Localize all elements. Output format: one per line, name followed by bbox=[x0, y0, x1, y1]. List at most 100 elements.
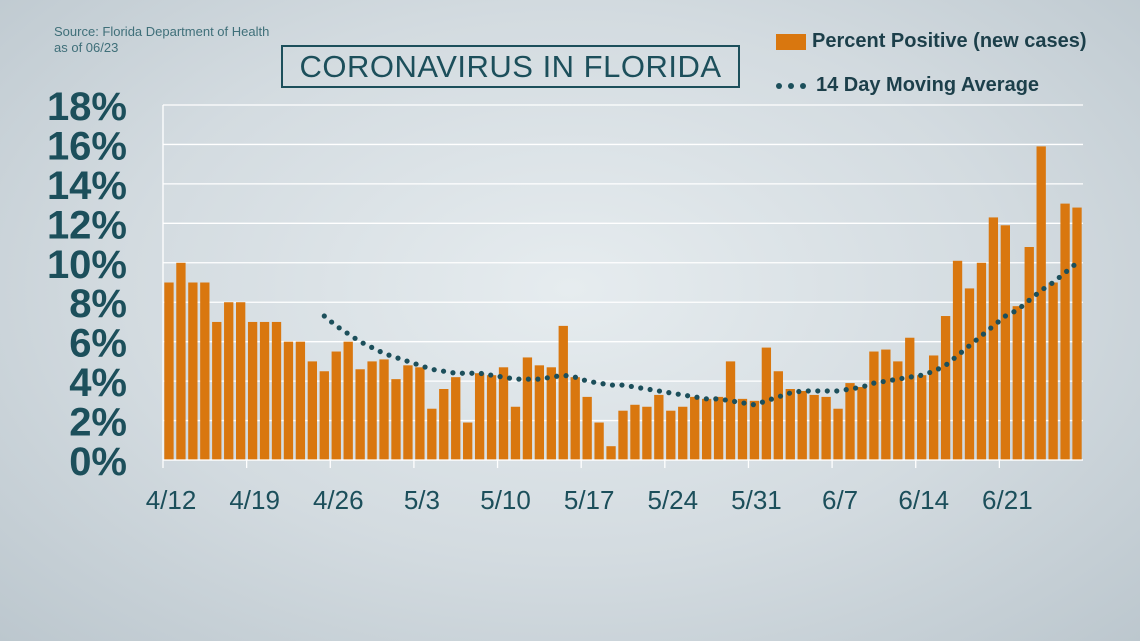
moving-average-dot bbox=[431, 367, 437, 373]
x-tick-label: 5/31 bbox=[731, 485, 782, 515]
source-line: Source: Florida Department of Health bbox=[54, 24, 270, 39]
data-bar bbox=[701, 398, 712, 460]
x-tick-label: 5/10 bbox=[480, 485, 531, 515]
moving-average-dot bbox=[478, 370, 484, 377]
data-bar bbox=[630, 404, 640, 460]
data-bar bbox=[725, 361, 736, 460]
moving-average-dot bbox=[619, 382, 625, 388]
moving-average-dot bbox=[927, 369, 933, 376]
legend-bars-label: Percent Positive (new cases) bbox=[812, 30, 1087, 52]
x-tick-label: 5/17 bbox=[564, 485, 615, 515]
data-bar bbox=[976, 262, 987, 460]
x-tick-label: 6/21 bbox=[982, 485, 1033, 515]
moving-average-dot bbox=[777, 393, 784, 399]
data-bar bbox=[952, 260, 963, 460]
moving-average-dot bbox=[572, 374, 579, 380]
data-bar bbox=[917, 375, 927, 460]
data-bar bbox=[821, 396, 831, 460]
moving-average-dot bbox=[966, 343, 972, 349]
y-tick-label: 18% bbox=[47, 85, 127, 129]
data-bar bbox=[427, 408, 437, 460]
moving-average-dot bbox=[344, 330, 350, 336]
data-bar bbox=[271, 321, 282, 460]
moving-average-dot bbox=[995, 319, 1001, 325]
data-bar bbox=[403, 365, 413, 460]
data-bar bbox=[367, 361, 377, 460]
data-bar bbox=[439, 389, 449, 460]
data-bar bbox=[498, 367, 509, 460]
moving-average-dot bbox=[554, 373, 560, 379]
x-tick-label: 4/19 bbox=[229, 485, 280, 515]
data-bar bbox=[940, 316, 951, 460]
data-bar bbox=[654, 394, 664, 460]
y-tick-label: 4% bbox=[69, 361, 127, 405]
data-bar bbox=[797, 390, 807, 460]
moving-average-dot bbox=[796, 388, 802, 395]
as-of-date: as of 06/23 bbox=[54, 40, 119, 55]
y-tick-label: 2% bbox=[69, 401, 127, 445]
moving-average-dot bbox=[889, 377, 896, 383]
moving-average-dot bbox=[352, 335, 358, 341]
x-tick-label: 5/24 bbox=[648, 485, 699, 515]
moving-average-dot bbox=[815, 388, 821, 394]
data-bar bbox=[713, 396, 724, 460]
data-bar bbox=[319, 371, 329, 460]
data-bar bbox=[666, 410, 676, 460]
data-bar bbox=[486, 375, 497, 460]
moving-average-dot bbox=[563, 373, 569, 379]
moving-average-dot bbox=[750, 402, 756, 408]
moving-average-dot bbox=[862, 383, 868, 389]
data-bar bbox=[761, 347, 772, 460]
moving-average-dot bbox=[459, 370, 465, 376]
moving-average-dot bbox=[935, 366, 942, 372]
data-bar bbox=[247, 321, 258, 460]
data-bar bbox=[1036, 146, 1046, 460]
moving-average-dot bbox=[786, 390, 793, 396]
moving-average-dot bbox=[360, 340, 366, 346]
moving-average-dot bbox=[516, 376, 522, 382]
legend-bar-swatch bbox=[776, 33, 806, 50]
data-bar bbox=[379, 359, 389, 460]
moving-average-dot bbox=[488, 372, 494, 378]
data-bar bbox=[451, 377, 461, 460]
moving-average-dot bbox=[684, 393, 691, 399]
data-bar bbox=[236, 302, 246, 460]
data-bar bbox=[510, 406, 521, 460]
data-bar bbox=[881, 349, 891, 460]
moving-average-dot bbox=[1041, 285, 1047, 292]
data-bar bbox=[546, 367, 556, 460]
moving-average-dot bbox=[741, 400, 747, 406]
data-bar bbox=[1048, 282, 1058, 460]
data-bar bbox=[606, 446, 616, 460]
data-bar bbox=[785, 389, 795, 460]
moving-average-dot bbox=[899, 375, 905, 382]
x-tick-label: 5/3 bbox=[404, 485, 440, 515]
data-bar bbox=[1060, 203, 1070, 460]
moving-average-dot bbox=[440, 368, 447, 374]
moving-average-dot bbox=[609, 382, 616, 388]
chart-title: CORONAVIRUS IN FLORIDA bbox=[281, 45, 740, 88]
data-bar bbox=[295, 341, 306, 460]
data-bar bbox=[355, 369, 365, 460]
x-tick-label: 4/26 bbox=[313, 485, 364, 515]
data-bar bbox=[833, 408, 843, 460]
moving-average-dot bbox=[1011, 309, 1017, 315]
moving-average-dot bbox=[1071, 262, 1077, 268]
moving-average-dot bbox=[1026, 297, 1032, 303]
y-tick-label: 8% bbox=[69, 282, 127, 326]
data-bar bbox=[749, 400, 760, 460]
data-bar bbox=[737, 398, 748, 460]
moving-average-dot bbox=[666, 390, 672, 396]
data-bar bbox=[415, 367, 425, 460]
data-bar bbox=[307, 361, 318, 460]
y-tick-label: 12% bbox=[47, 203, 127, 247]
moving-average-dot bbox=[988, 325, 994, 331]
x-tick-label: 4/12 bbox=[146, 485, 197, 515]
y-tick-label: 6% bbox=[69, 322, 127, 366]
legend-item-bars: Percent Positive (new cases) bbox=[776, 30, 1087, 53]
data-bar bbox=[176, 262, 186, 460]
data-bar bbox=[1000, 225, 1010, 460]
moving-average-dot bbox=[656, 388, 663, 394]
data-bar bbox=[212, 321, 222, 460]
moving-average-dot bbox=[506, 375, 513, 381]
